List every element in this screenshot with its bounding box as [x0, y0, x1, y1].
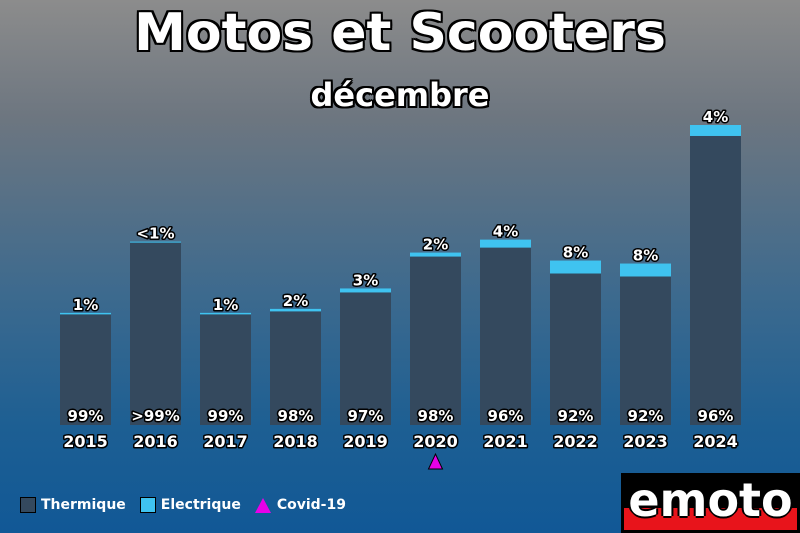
- label-thermique-2022: 92%: [558, 407, 594, 425]
- label-electrique-2022: 8%: [563, 244, 588, 262]
- label-thermique-2015: 99%: [68, 407, 104, 425]
- label-electrique-2023: 8%: [633, 247, 658, 265]
- legend-label-electrique: Electrique: [160, 497, 241, 513]
- x-tick-label-2019: 2019: [343, 432, 388, 451]
- x-tick-label-2024: 2024: [693, 432, 738, 451]
- label-electrique-2021: 4%: [493, 223, 518, 241]
- x-tick-label-2016: 2016: [133, 432, 178, 451]
- label-electrique-2015: 1%: [73, 296, 98, 314]
- x-tick-label-2017: 2017: [203, 432, 248, 451]
- legend-item-thermique: Thermique: [20, 497, 126, 513]
- label-thermique-2016: >99%: [131, 407, 179, 425]
- label-electrique-2020: 2%: [423, 236, 448, 254]
- bar-thermique-2020: [410, 256, 461, 425]
- thermique-swatch-icon: [20, 497, 36, 513]
- x-tick-label-2015: 2015: [63, 432, 108, 451]
- x-tick-label-2021: 2021: [483, 432, 528, 451]
- bar-thermique-2019: [340, 292, 391, 425]
- bar-thermique-2022: [550, 273, 601, 425]
- label-thermique-2018: 98%: [278, 407, 314, 425]
- bar-thermique-2024: [690, 135, 741, 426]
- x-tick-label-2022: 2022: [553, 432, 598, 451]
- bar-thermique-2016: [130, 242, 181, 425]
- label-electrique-2018: 2%: [283, 292, 308, 310]
- bar-electrique-2015: [60, 312, 111, 315]
- label-thermique-2017: 99%: [208, 407, 244, 425]
- bar-electrique-2024: [690, 125, 741, 136]
- label-electrique-2017: 1%: [213, 296, 238, 314]
- covid-triangle-marker-2020: [427, 452, 444, 470]
- bar-thermique-2017: [200, 314, 251, 425]
- bar-thermique-2023: [620, 276, 671, 425]
- bar-electrique-2017: [200, 312, 251, 315]
- x-tick-label-2018: 2018: [273, 432, 318, 451]
- bar-electrique-2023: [620, 263, 671, 277]
- electrique-swatch-icon: [139, 497, 156, 513]
- bar-thermique-2021: [480, 247, 531, 425]
- label-thermique-2019: 97%: [348, 407, 384, 425]
- label-thermique-2021: 96%: [488, 407, 524, 425]
- label-thermique-2020: 98%: [418, 407, 454, 425]
- bar-electrique-2021: [480, 239, 531, 248]
- bar-thermique-2015: [60, 314, 111, 425]
- bar-electrique-2020: [410, 252, 461, 257]
- bar-electrique-2016: [130, 241, 181, 243]
- legend-label-thermique: Thermique: [41, 497, 126, 513]
- label-thermique-2023: 92%: [628, 407, 664, 425]
- legend-item-covid: Covid-19: [254, 497, 346, 513]
- label-electrique-2024: 4%: [703, 108, 728, 126]
- x-tick-label-2023: 2023: [623, 432, 668, 451]
- bar-electrique-2022: [550, 260, 601, 274]
- bar-electrique-2019: [340, 288, 391, 293]
- x-tick-label-2020: 2020: [413, 432, 458, 451]
- label-thermique-2024: 96%: [698, 407, 734, 425]
- legend-item-electrique: Electrique: [139, 497, 241, 513]
- logo-text: emoto: [628, 473, 793, 527]
- logo-red-band: [624, 508, 797, 530]
- legend-label-covid: Covid-19: [276, 497, 346, 513]
- legend: Thermique Electrique Covid-19: [20, 495, 360, 515]
- bar-thermique-2018: [270, 311, 321, 425]
- label-electrique-2019: 3%: [353, 271, 378, 289]
- emoto-logo: emoto: [621, 473, 800, 533]
- chart-subtitle: décembre: [310, 76, 490, 114]
- chart-title: Motos et Scooters: [134, 3, 666, 63]
- bar-electrique-2018: [270, 308, 321, 312]
- label-electrique-2016: <1%: [136, 225, 174, 243]
- covid-triangle-icon: [254, 497, 271, 513]
